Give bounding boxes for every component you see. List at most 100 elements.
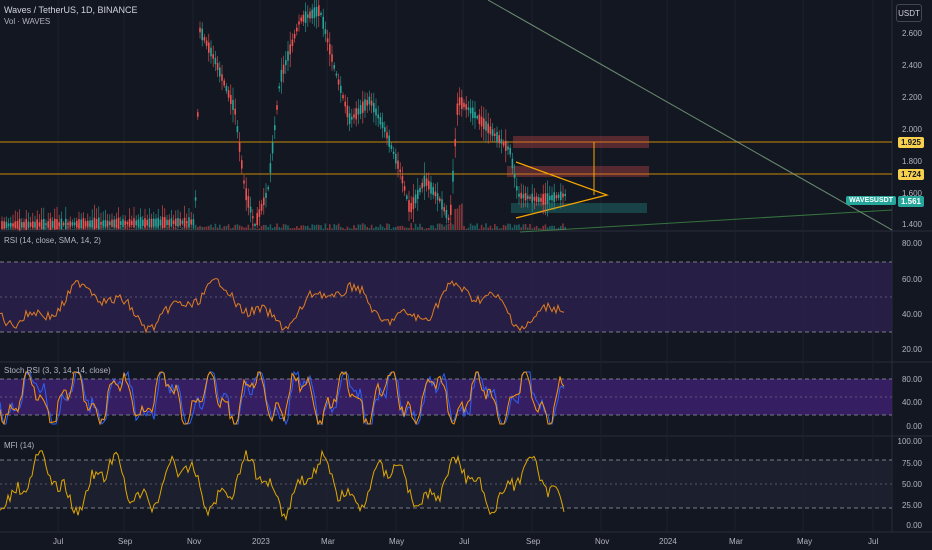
volume-bar	[197, 227, 199, 230]
candle-body	[397, 160, 399, 169]
candle-body	[170, 218, 173, 227]
candle-body	[366, 100, 368, 106]
candle-body	[417, 189, 419, 200]
rsi-title[interactable]: RSI (14, close, SMA, 14, 2)	[4, 236, 101, 245]
candle-body	[483, 118, 485, 130]
volume-bar	[7, 227, 10, 230]
time-tick: 2023	[252, 537, 270, 546]
volume-bar	[175, 227, 177, 230]
candle-body	[84, 221, 87, 227]
volume-bar	[379, 224, 382, 230]
volume-bar	[364, 224, 366, 230]
candle-body	[183, 217, 186, 227]
volume-bar	[302, 225, 305, 230]
volume-bar	[201, 226, 203, 230]
volume-bar	[282, 224, 285, 230]
volume-bar	[524, 224, 527, 230]
rsi-tick: 80.00	[901, 239, 922, 248]
time-tick: May	[797, 537, 813, 546]
volume-bar	[49, 226, 52, 230]
candle-body	[340, 85, 342, 93]
volume-bar	[76, 224, 78, 230]
volume-bar	[73, 228, 76, 230]
candle-body	[335, 73, 338, 76]
candle-body	[329, 43, 331, 55]
volume-bar	[87, 223, 89, 230]
price-tick: 1.600	[901, 189, 922, 198]
volume-bar	[265, 225, 267, 230]
volume-bar	[194, 224, 197, 230]
volume-bar	[47, 224, 49, 230]
candle-body	[201, 28, 203, 41]
volume-bar	[531, 228, 533, 230]
time-tick: Jul	[459, 537, 470, 546]
volume-bar	[304, 225, 307, 230]
volume-bar	[518, 224, 520, 230]
volume-bar	[21, 224, 23, 230]
candle-body	[465, 104, 467, 110]
candle-body	[454, 139, 456, 147]
volume-bar	[245, 227, 247, 230]
candle-body	[443, 207, 445, 212]
stoch-tick: 80.00	[901, 375, 922, 384]
volume-bar	[62, 228, 65, 230]
volume-bar	[192, 223, 195, 230]
candle-body	[298, 21, 300, 25]
currency-unit-button[interactable]: USDT	[896, 4, 922, 22]
volume-bar	[291, 228, 294, 230]
volume-bar	[465, 228, 467, 230]
candle-body	[357, 108, 360, 115]
price-tick: 1.400	[901, 220, 922, 229]
mfi-title[interactable]: MFI (14)	[4, 441, 35, 450]
candle-body	[159, 219, 162, 226]
volume-bar	[485, 223, 487, 230]
candle-body	[390, 145, 393, 149]
volume-bar	[232, 227, 234, 230]
volume-bar	[434, 228, 437, 230]
candle-body	[401, 175, 404, 184]
candle-body	[102, 220, 104, 227]
volume-bar	[78, 223, 80, 230]
candle-body	[375, 108, 377, 116]
volume-bar	[436, 223, 439, 230]
volume-bar	[505, 225, 507, 230]
candle-body	[120, 221, 122, 226]
candle-body	[296, 27, 298, 32]
candle-body	[320, 12, 322, 16]
candle-body	[100, 222, 102, 225]
symbol-title[interactable]: Waves / TetherUS, 1D, BINANCE	[4, 5, 138, 15]
volume-bar	[258, 228, 261, 230]
candle-body	[144, 218, 146, 228]
volume-bar	[456, 208, 459, 230]
volume-bar	[353, 225, 355, 230]
volume-label[interactable]: Vol · WAVES	[4, 17, 51, 26]
volume-bar	[183, 223, 186, 230]
stoch-rsi-title[interactable]: Stoch RSI (3, 3, 14, 14, close)	[4, 366, 111, 375]
volume-bar	[170, 228, 173, 230]
candle-body	[452, 170, 454, 182]
time-tick: Nov	[187, 537, 202, 546]
volume-bar	[40, 223, 43, 230]
candle-body	[67, 222, 69, 226]
volume-bar	[247, 224, 250, 230]
volume-bar	[260, 226, 263, 230]
candle-body	[522, 194, 525, 199]
volume-bar	[412, 228, 415, 230]
volume-bar	[553, 225, 555, 230]
candle-body	[516, 186, 518, 191]
candle-body	[104, 220, 107, 227]
candle-body	[14, 221, 16, 228]
candle-body	[414, 194, 417, 204]
volume-bar	[269, 224, 272, 230]
candle-body	[181, 220, 184, 224]
volume-bar	[397, 226, 399, 230]
candle-body	[254, 223, 256, 227]
candle-body	[117, 217, 120, 229]
candle-body	[188, 217, 190, 227]
candle-body	[318, 5, 320, 16]
candle-body	[467, 107, 470, 110]
volume-bar	[450, 223, 452, 230]
volume-bar	[309, 228, 311, 230]
volume-bar	[408, 227, 410, 230]
